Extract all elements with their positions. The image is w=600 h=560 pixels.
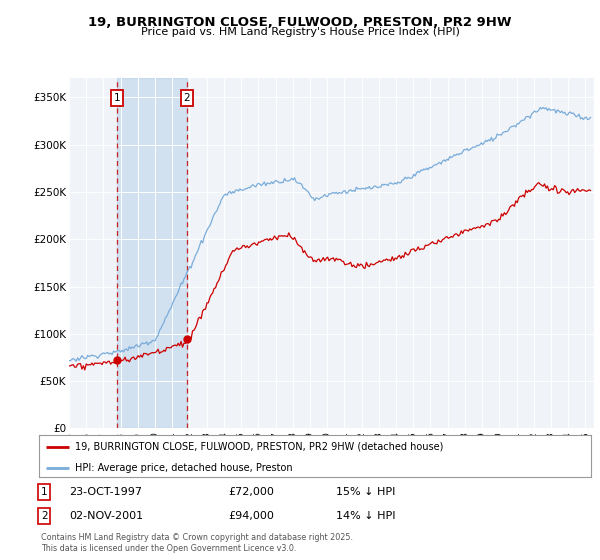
Text: 2: 2: [41, 511, 47, 521]
Text: 14% ↓ HPI: 14% ↓ HPI: [336, 511, 395, 521]
Text: HPI: Average price, detached house, Preston: HPI: Average price, detached house, Pres…: [75, 463, 293, 473]
Text: 15% ↓ HPI: 15% ↓ HPI: [336, 487, 395, 497]
Text: 02-NOV-2001: 02-NOV-2001: [69, 511, 143, 521]
Text: £94,000: £94,000: [228, 511, 274, 521]
Text: 19, BURRINGTON CLOSE, FULWOOD, PRESTON, PR2 9HW: 19, BURRINGTON CLOSE, FULWOOD, PRESTON, …: [88, 16, 512, 29]
Text: £72,000: £72,000: [228, 487, 274, 497]
Text: 1: 1: [114, 92, 121, 102]
Text: Contains HM Land Registry data © Crown copyright and database right 2025.
This d: Contains HM Land Registry data © Crown c…: [41, 533, 353, 553]
Text: 1: 1: [41, 487, 47, 497]
Text: 19, BURRINGTON CLOSE, FULWOOD, PRESTON, PR2 9HW (detached house): 19, BURRINGTON CLOSE, FULWOOD, PRESTON, …: [75, 442, 443, 452]
Text: 23-OCT-1997: 23-OCT-1997: [69, 487, 142, 497]
Text: Price paid vs. HM Land Registry's House Price Index (HPI): Price paid vs. HM Land Registry's House …: [140, 27, 460, 37]
Bar: [117, 78, 187, 428]
Text: 2: 2: [184, 92, 190, 102]
